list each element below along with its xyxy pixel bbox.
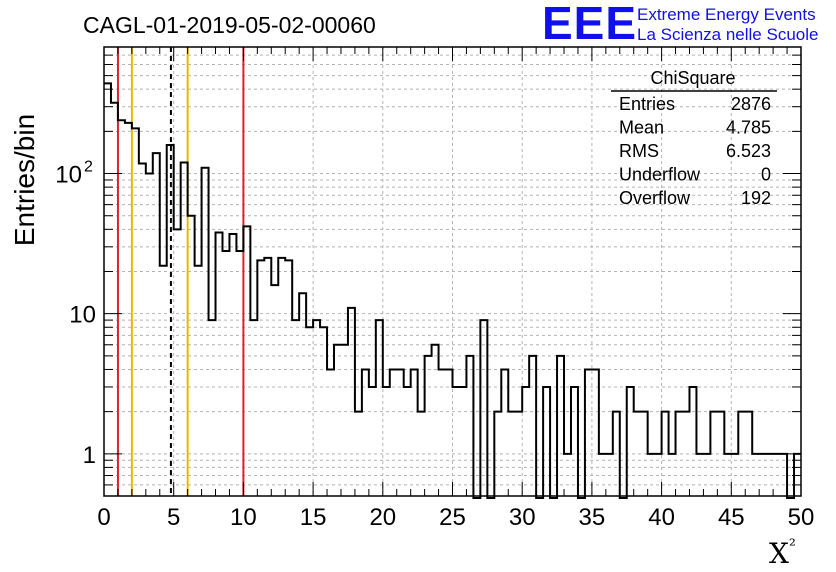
x-tick-label: 0 <box>97 504 110 531</box>
stats-row-value: 2876 <box>731 94 771 114</box>
histogram-outline <box>104 82 801 499</box>
y-tick-label: 1 <box>83 442 96 469</box>
y-tick-label: 10 <box>69 302 96 329</box>
stats-row-value: 4.785 <box>726 118 771 138</box>
x-tick-label: 15 <box>300 504 327 531</box>
x-tick-label: 25 <box>439 504 466 531</box>
y-tick-exponent: 2 <box>84 159 93 176</box>
stats-row-label: RMS <box>619 141 659 161</box>
stats-title: ChiSquare <box>650 68 735 88</box>
stats-row-label: Mean <box>619 118 664 138</box>
x-tick-label: 10 <box>230 504 257 531</box>
x-tick-label: 5 <box>167 504 180 531</box>
x-tick-label: 35 <box>579 504 606 531</box>
eee-logo: EEE Extreme Energy Events La Scienza nel… <box>542 0 818 49</box>
stats-row-value: 0 <box>761 165 771 185</box>
chart-title: CAGL-01-2019-05-02-00060 <box>83 12 376 38</box>
stats-row-value: 192 <box>741 188 771 208</box>
x-tick-label: 50 <box>788 504 815 531</box>
reference-lines <box>116 47 245 496</box>
stats-row-label: Overflow <box>619 188 691 208</box>
x-tick-label: 30 <box>509 504 536 531</box>
logo-mark: EEE <box>542 0 637 49</box>
x-axis-label: X² <box>769 536 796 570</box>
stats-row-label: Underflow <box>619 165 701 185</box>
logo-line-2: La Scienza nelle Scuole <box>637 25 818 44</box>
stats-row-label: Entries <box>619 94 675 114</box>
x-tick-label: 20 <box>369 504 396 531</box>
plot-frame <box>103 46 802 497</box>
x-tick-label: 40 <box>648 504 675 531</box>
y-axis-label: Entries/bin <box>9 114 40 246</box>
y-tick-label: 10 <box>55 162 82 189</box>
logo-line-1: Extreme Energy Events <box>637 5 816 24</box>
stats-box: ChiSquare Entries 2876 Mean 4.785 RMS 6.523 Und… <box>611 68 777 208</box>
stats-row-value: 6.523 <box>726 141 771 161</box>
x-axis-ticks: 0 5 10 15 20 25 30 35 40 45 50 <box>97 504 814 531</box>
x-tick-label: 45 <box>718 504 745 531</box>
